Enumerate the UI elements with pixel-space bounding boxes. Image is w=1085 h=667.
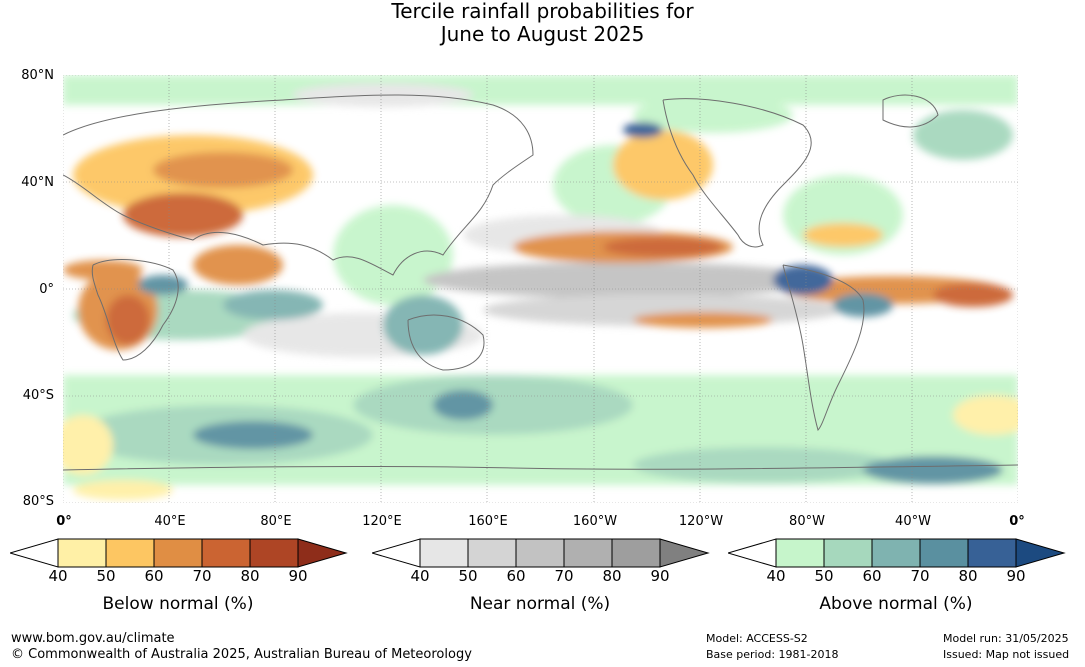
legend-near-normal bbox=[372, 538, 712, 568]
map-title-line1: Tercile rainfall probabilities for bbox=[391, 0, 694, 23]
legend-near-tick: 80 bbox=[602, 567, 622, 585]
legend-above-tick: 50 bbox=[814, 567, 834, 585]
legend-below-bar bbox=[10, 538, 348, 568]
lat-label-80n: 80°N bbox=[21, 68, 54, 83]
lat-label-80s: 80°S bbox=[22, 494, 54, 509]
legend-below-normal bbox=[10, 538, 350, 568]
lon-label-0-east: 0° bbox=[1009, 514, 1025, 529]
legend-near-bar bbox=[372, 538, 710, 568]
legend-below-tick: 80 bbox=[240, 567, 260, 585]
legend-above-tick: 80 bbox=[958, 567, 978, 585]
legend-below-tick: 90 bbox=[288, 567, 308, 585]
legend-above-tick: 40 bbox=[766, 567, 786, 585]
footer-base-period: Base period: 1981-2018 bbox=[706, 648, 839, 661]
lon-label-160w: 160°W bbox=[572, 514, 618, 529]
legend-near-tick: 40 bbox=[410, 567, 430, 585]
legend-near-tick: 70 bbox=[554, 567, 574, 585]
legend-below-title: Below normal (%) bbox=[102, 594, 254, 614]
rainfall-probability-map bbox=[63, 75, 1018, 503]
lon-label-40w: 40°W bbox=[895, 514, 931, 529]
lon-label-80e: 80°E bbox=[260, 514, 292, 529]
legend-above-normal bbox=[728, 538, 1068, 568]
lon-label-40e: 40°E bbox=[154, 514, 186, 529]
legend-near-title: Near normal (%) bbox=[469, 594, 611, 614]
map-title-line2: June to August 2025 bbox=[440, 22, 645, 46]
legend-below-tick: 50 bbox=[96, 567, 116, 585]
legend-below-tick: 60 bbox=[144, 567, 164, 585]
legend-above-tick: 90 bbox=[1006, 567, 1026, 585]
lon-label-120w: 120°W bbox=[678, 514, 724, 529]
footer-issued: Issued: Map not issued bbox=[943, 648, 1070, 661]
map-title: Tercile rainfall probabilities for June … bbox=[0, 0, 1085, 46]
legend-below-tick: 40 bbox=[48, 567, 68, 585]
legend-above-tick: 60 bbox=[862, 567, 882, 585]
lat-label-40n: 40°N bbox=[21, 175, 54, 190]
lat-label-40s: 40°S bbox=[22, 388, 54, 403]
legend-near-tick: 60 bbox=[506, 567, 526, 585]
lon-label-120e: 120°E bbox=[362, 514, 402, 529]
footer-url[interactable]: www.bom.gov.au/climate bbox=[11, 631, 175, 646]
legend-above-tick: 70 bbox=[910, 567, 930, 585]
footer-model-run: Model run: 31/05/2025 bbox=[943, 632, 1069, 645]
lon-label-80w: 80°W bbox=[789, 514, 825, 529]
legend-near-tick: 50 bbox=[458, 567, 478, 585]
lat-label-0: 0° bbox=[39, 282, 54, 297]
legend-below-tick: 70 bbox=[192, 567, 212, 585]
lon-label-0: 0° bbox=[56, 514, 72, 529]
footer-copyright: © Commonwealth of Australia 2025, Austra… bbox=[11, 647, 472, 662]
legend-above-bar bbox=[728, 538, 1066, 568]
lon-label-160e: 160°E bbox=[468, 514, 508, 529]
legend-near-tick: 90 bbox=[650, 567, 670, 585]
legend-above-title: Above normal (%) bbox=[819, 594, 973, 614]
footer-model: Model: ACCESS-S2 bbox=[706, 632, 808, 645]
